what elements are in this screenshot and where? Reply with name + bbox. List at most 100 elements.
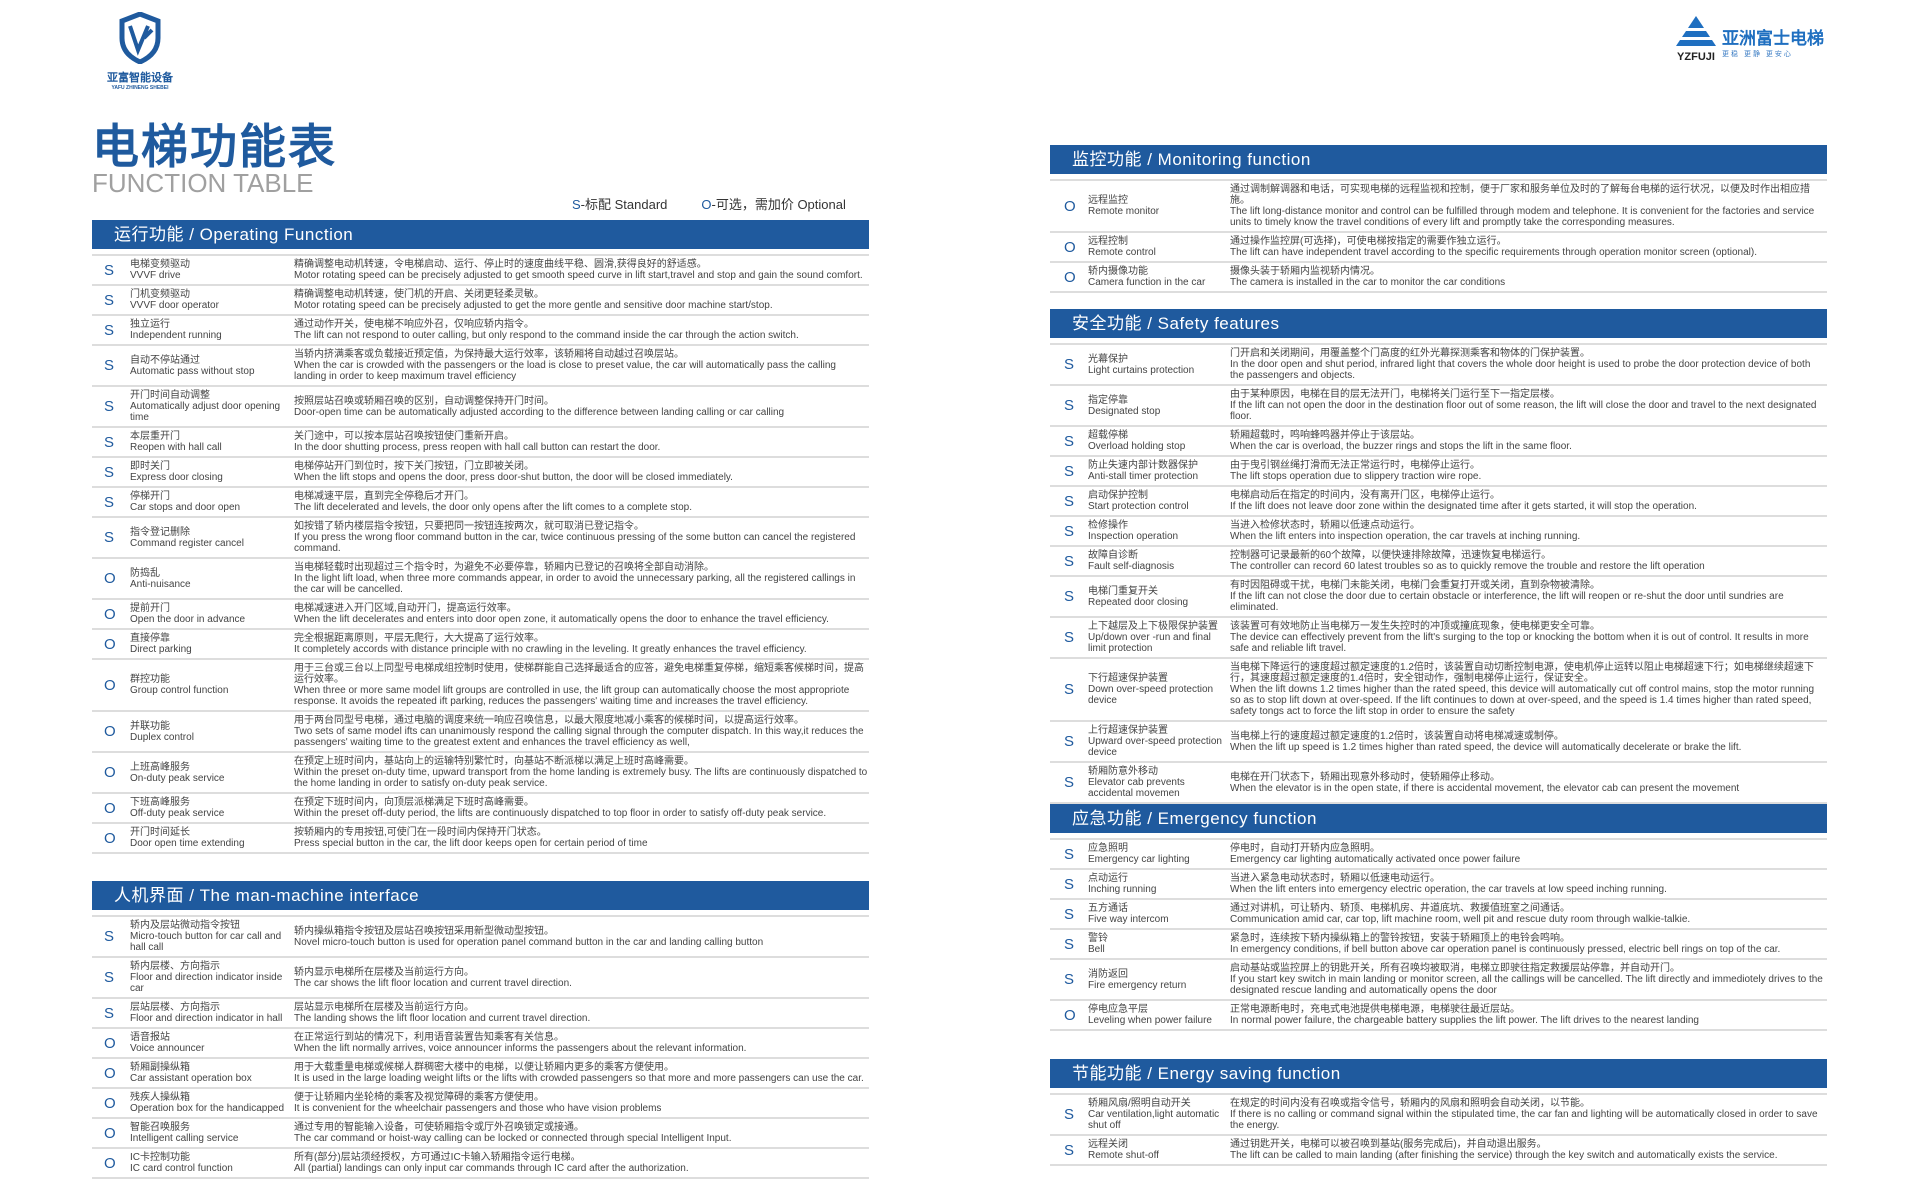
function-description: 由于某种原因，电梯在目的层无法开门，电梯将关门运行至下一指定层楼。 If the … (1230, 389, 1827, 422)
function-name: 防止失速内部计数器保护 Anti-stall timer protection (1088, 460, 1230, 482)
function-description: 轿内操纵箱指令按钮及层站召唤按钮采用新型微动型按钮。 Novel micro-to… (294, 926, 869, 948)
description-cn: 电梯减速平层，直到完全停稳后才开门。 (294, 491, 474, 502)
function-name-en: Automatic pass without stop (130, 365, 255, 377)
function-row: S 本层重开门 Reopen with hall call 关门途中，可以按本层站… (92, 426, 869, 456)
description-en: The lift stops operation due to slippery… (1230, 471, 1482, 482)
function-name: 轿厢风扇/照明自动开关 Car ventilation,light automat… (1088, 1098, 1230, 1131)
availability-mark: S (1064, 356, 1075, 373)
function-row: S 轿内及层站微动指令按钮 Micro-touch button for car … (92, 915, 869, 956)
function-row: S 下行超速保护装置 Down over-speed protection dev… (1050, 657, 1827, 720)
function-name: 防捣乱 Anti-nuisance (130, 568, 294, 590)
description-en: Novel micro-touch button is used for ope… (294, 936, 764, 948)
function-description: 在预定上班时间内，基站向上的运输特别繁忙时，向基站不断派梯以满足上班时高峰需要。… (294, 756, 869, 789)
description-cn: 用于两台同型号电梯，通过电脑的调度来统一响应召唤信息，以最大限度地减小乘客的候梯… (294, 715, 804, 726)
function-name-cn: 远程控制 (1088, 236, 1128, 247)
function-name-cn: 残疾人操纵箱 (130, 1092, 190, 1103)
description-en: The lift can have independent travel acc… (1230, 247, 1757, 258)
availability-mark: S (1064, 845, 1075, 863)
function-name-en: Car stops and door open (130, 502, 241, 513)
description-en: When three or more same model lift group… (294, 685, 850, 707)
function-row: O IC卡控制功能 IC card control function 所有(部分)… (92, 1147, 869, 1179)
availability-mark: O (104, 1094, 116, 1112)
description-cn: 当进入检修状态时，轿厢以低速点动运行。 (1230, 520, 1420, 531)
description-cn: 由于曳引钢丝绳打滑而无法正常运行时，电梯停止运行。 (1230, 460, 1480, 471)
function-description: 层站显示电梯所在层楼及当前运行方向。 The landing shows the … (294, 1002, 869, 1024)
function-row: O 并联功能 Duplex control 用于两台同型号电梯，通过电脑的调度来统… (92, 710, 869, 751)
function-row: S 轿厢风扇/照明自动开关 Car ventilation,light autom… (1050, 1093, 1827, 1134)
description-cn: 当电梯轻载时出现超过三个指令时，为避免不必要停靠，轿厢内已登记的召唤将全部自动消… (294, 562, 714, 573)
description-cn: 在预定下班时间内，向顶层派梯满足下班时高峰需要。 (294, 797, 534, 808)
description-en: When the lift enters into emergency elec… (1230, 884, 1667, 895)
description-cn: 紧急时，连续按下轿内操纵箱上的警铃按钮，安装于轿厢顶上的电铃会鸣响。 (1230, 933, 1570, 944)
description-cn: 用于三台或三台以上同型号电梯成组控制时使用，使梯群能自己选择最适合的应答，避免电… (294, 663, 864, 685)
availability-mark: S (1064, 905, 1075, 923)
function-description: 停电时，自动打开轿内应急照明。 Emergency car lighting au… (1230, 843, 1827, 865)
function-name-cn: 停梯开门 (130, 491, 170, 502)
function-name: 群控功能 Group control function (130, 674, 294, 696)
shield-logo-icon (119, 11, 161, 65)
section-emergency-function: 应急功能 / Emergency function S 应急照明 Emergenc… (1050, 804, 1827, 1031)
description-en: It is convenient for the wheelchair pass… (294, 1103, 662, 1114)
availability-mark: S (104, 291, 115, 309)
function-name-en: Duplex control (130, 731, 194, 743)
function-name: 停梯开门 Car stops and door open (130, 491, 294, 513)
function-name-en: Designated stop (1088, 405, 1161, 417)
function-name-cn: 启动保护控制 (1088, 490, 1148, 501)
description-en: It completely accords with distance prin… (294, 644, 807, 655)
description-en: When the lift decelerates and enters int… (294, 614, 829, 625)
function-name: 轿内及层站微动指令按钮 Micro-touch button for car ca… (130, 920, 294, 953)
function-name-cn: 轿厢风扇/照明自动开关 (1088, 1098, 1191, 1109)
description-en: When the elevator is in the open state, … (1230, 782, 1740, 794)
function-name: 超载停梯 Overload holding stop (1088, 430, 1230, 452)
availability-mark: O (104, 1124, 116, 1142)
function-name-cn: 五方通话 (1088, 903, 1128, 914)
description-cn: 通过调制解调器和电话，可实现电梯的远程监视和控制，便于厂家和服务单位及时的了解每… (1230, 184, 1810, 206)
function-name-en: Fault self-diagnosis (1088, 561, 1175, 572)
function-name-cn: 停电应急平层 (1088, 1004, 1148, 1015)
function-name: 故障自诊断 Fault self-diagnosis (1088, 550, 1230, 572)
description-en: The lift decelerated and levels, the doo… (294, 502, 693, 513)
availability-mark: S (1064, 875, 1075, 893)
description-en: All (partial) landings can only input ca… (294, 1163, 689, 1174)
function-name: 本层重开门 Reopen with hall call (130, 431, 294, 453)
function-name-en: Inching running (1088, 884, 1157, 895)
function-name: 直接停靠 Direct parking (130, 633, 294, 655)
function-description: 当电梯下降运行的速度超过额定速度的1.2倍时，该装置自动切断控制电源，使电机停止… (1230, 662, 1827, 717)
description-cn: 通过操作监控屏(可选择)，可使电梯按指定的需要作独立运行。 (1230, 236, 1507, 247)
function-description: 完全根据距离原则，平层无爬行，大大提高了运行效率。 It completely a… (294, 633, 869, 655)
function-description: 电梯减速平层，直到完全停稳后才开门。 The lift decelerated a… (294, 491, 869, 513)
function-description: 轿厢超载时，鸣响蜂鸣器并停止于该层站。 When the car is overl… (1230, 430, 1827, 452)
description-cn: 在正常运行到站的情况下，利用语音装置告知乘客有关信息。 (294, 1032, 564, 1043)
description-en: When the lift downs 1.2 times higher tha… (1230, 684, 1815, 717)
function-row: S 应急照明 Emergency car lighting 停电时，自动打开轿内应… (1050, 838, 1827, 868)
function-description: 轿内显示电梯所在层楼及当前运行方向。 The car shows the lift… (294, 967, 869, 989)
legend: S-标配 Standard O-可选，需加价 Optional (572, 194, 846, 213)
function-description: 在正常运行到站的情况下，利用语音装置告知乘客有关信息。 When the lift… (294, 1032, 869, 1054)
availability-mark: S (1064, 1141, 1075, 1159)
description-cn: 按轿厢内的专用按钮,可使门在一段时间内保持开门状态。 (294, 827, 547, 838)
function-description: 在规定的时间内没有召唤或指令信号，轿厢内的风扇和照明会自动关闭，以节能。 If t… (1230, 1098, 1827, 1131)
function-name-cn: 轿厢副操纵箱 (130, 1062, 190, 1073)
description-en: If you press the wrong floor command but… (294, 532, 856, 554)
description-cn: 用于大载重量电梯或候梯人群稠密大楼中的电梯，以便让轿厢内更多的乘客方便使用。 (294, 1062, 674, 1073)
availability-mark: S (104, 1004, 115, 1022)
description-cn: 启动基站或监控屏上的钥匙开关，所有召唤均被取消，电梯立即驶往指定救援层站停靠，并… (1230, 963, 1680, 974)
function-description: 当进入紧急电动状态时，轿厢以低速电动运行。 When the lift enter… (1230, 873, 1827, 895)
function-name-cn: 自动不停站通过 (130, 354, 200, 366)
function-description: 通过调制解调器和电话，可实现电梯的远程监视和控制，便于厂家和服务单位及时的了解每… (1230, 184, 1827, 228)
function-name-cn: 远程关闭 (1088, 1139, 1128, 1150)
function-row: O 轿内摄像功能 Camera function in the car 摄像头装于… (1050, 261, 1827, 293)
logo-right-slogan: 更稳 更静 更安心 (1722, 51, 1793, 58)
description-cn: 当进入紧急电动状态时，轿厢以低速电动运行。 (1230, 873, 1440, 884)
function-row: S 电梯变频驱动 VVVF drive 精确调整电动机转速，令电梯启动、运行、停止… (92, 254, 869, 284)
function-name-en: On-duty peak service (130, 772, 225, 784)
availability-mark: S (1064, 1106, 1075, 1123)
function-name: 独立运行 Independent running (130, 319, 294, 341)
page-title: 电梯功能表 (92, 120, 337, 173)
description-en: When the lift normally arrives, voice an… (294, 1043, 747, 1054)
description-en: When the car is crowded with the passeng… (294, 360, 836, 382)
function-name-cn: 直接停靠 (130, 633, 170, 644)
function-name: 启动保护控制 Start protection control (1088, 490, 1230, 512)
function-row: O 下班高峰服务 Off-duty peak service 在预定下班时间内，向… (92, 792, 869, 822)
function-name: 开门时间自动调整 Automatically adjust door openin… (130, 390, 294, 423)
